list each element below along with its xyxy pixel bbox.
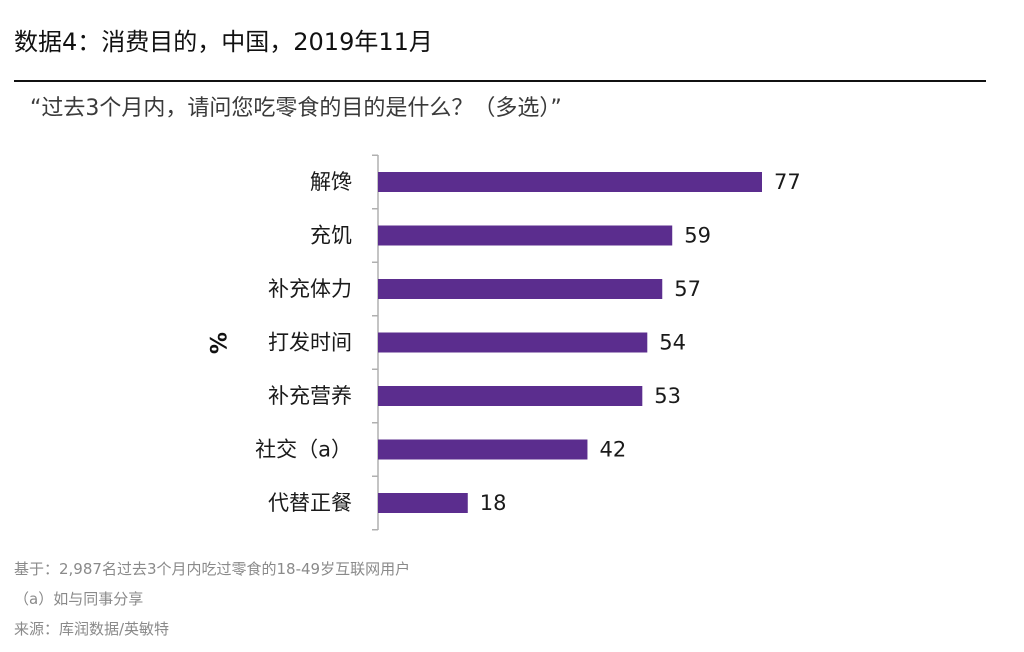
base-note: 基于：2,987名过去3个月内吃过零食的18-49岁互联网用户 [14, 560, 411, 578]
bar [378, 172, 762, 192]
y-axis-label: % [204, 332, 229, 354]
category-label: 补充体力 [268, 277, 352, 301]
question-subtitle: “过去3个月内，请问您吃零食的目的是什么？（多选）” [30, 96, 562, 121]
bar [378, 386, 643, 406]
category-label: 充饥 [310, 224, 352, 248]
category-label: 解馋 [310, 170, 352, 194]
title-divider [14, 80, 986, 82]
value-label: 18 [480, 491, 507, 515]
bar [378, 225, 673, 246]
value-label: 42 [599, 438, 626, 462]
source-note: 来源：库润数据/英敏特 [14, 620, 170, 638]
chart-notes: 基于：2,987名过去3个月内吃过零食的18-49岁互联网用户 （a）如与同事分… [14, 554, 410, 644]
page-title: 数据4：消费目的，中国，2019年11月 [14, 28, 433, 56]
footnote-a: （a）如与同事分享 [14, 590, 144, 608]
category-label: 打发时间 [268, 331, 352, 355]
value-label: 59 [684, 224, 711, 248]
bar-chart: % 解馋 77 充饥 59 补充体力 57 打发时间 54 补充营养 53 社交（a） 42 代替正餐 18 [204, 154, 801, 531]
value-label: 57 [674, 277, 701, 301]
value-label: 54 [659, 331, 686, 355]
bar [378, 439, 588, 460]
value-label: 53 [654, 384, 681, 408]
category-label: 补充营养 [268, 384, 352, 408]
value-label: 77 [774, 170, 801, 194]
bar [378, 332, 648, 353]
category-label: 社交（a） [255, 438, 352, 462]
bar [378, 279, 663, 299]
category-label: 代替正餐 [268, 491, 352, 515]
bar [378, 493, 468, 513]
